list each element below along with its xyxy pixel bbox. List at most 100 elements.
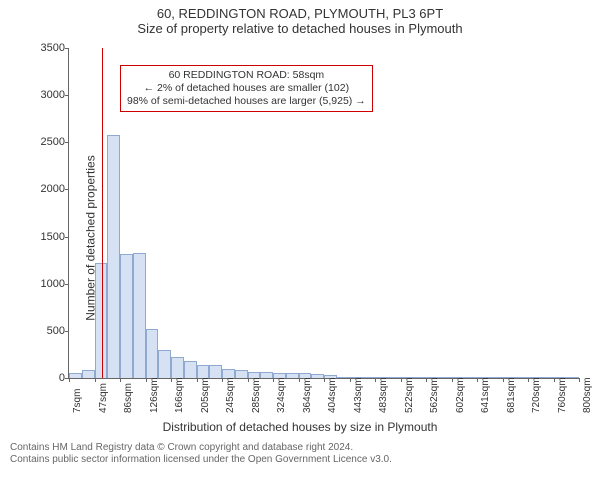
x-tick-mark — [375, 378, 376, 382]
histogram-bar — [69, 373, 82, 378]
x-tick-mark — [69, 378, 70, 382]
histogram-bar — [337, 377, 350, 378]
x-tick-mark — [146, 378, 147, 382]
y-tick-mark — [65, 237, 69, 238]
footer-attribution: Contains HM Land Registry data © Crown c… — [0, 438, 600, 466]
x-tick-mark — [120, 378, 121, 382]
annotation-line2: ← 2% of detached houses are smaller (102… — [127, 82, 366, 95]
histogram-bar — [439, 377, 452, 378]
x-tick-mark — [248, 378, 249, 382]
x-tick-mark — [579, 378, 580, 382]
histogram-bar — [235, 370, 248, 378]
x-tick-label: 443sqm — [353, 377, 364, 413]
x-tick-label: 483sqm — [378, 377, 389, 413]
histogram-bar — [324, 375, 337, 378]
y-tick-label: 1500 — [27, 231, 65, 243]
plot-area: 05001000150020002500300035007sqm47sqm86s… — [68, 48, 579, 379]
x-tick-label: 800sqm — [582, 377, 593, 413]
x-tick-label: 285sqm — [251, 377, 262, 413]
y-tick-mark — [65, 142, 69, 143]
y-tick-mark — [65, 331, 69, 332]
x-tick-mark — [273, 378, 274, 382]
histogram-bar — [95, 263, 108, 378]
page-title-line1: 60, REDDINGTON ROAD, PLYMOUTH, PL3 6PT — [0, 0, 600, 21]
x-tick-label: 602sqm — [455, 377, 466, 413]
histogram-bar — [541, 377, 554, 378]
histogram-bar — [158, 350, 171, 378]
histogram-bar — [375, 377, 388, 378]
annotation-box: 60 REDDINGTON ROAD: 58sqm← 2% of detache… — [120, 65, 373, 112]
x-tick-label: 522sqm — [404, 377, 415, 413]
x-tick-mark — [95, 378, 96, 382]
histogram-bar — [503, 377, 516, 378]
x-tick-label: 720sqm — [531, 377, 542, 413]
y-tick-mark — [65, 284, 69, 285]
histogram-bar — [388, 377, 401, 378]
annotation-line1: 60 REDDINGTON ROAD: 58sqm — [127, 69, 366, 82]
y-tick-mark — [65, 189, 69, 190]
histogram-bar — [120, 254, 133, 378]
x-tick-label: 681sqm — [506, 377, 517, 413]
y-tick-mark — [65, 48, 69, 49]
histogram-bar — [554, 377, 567, 378]
x-tick-mark — [324, 378, 325, 382]
x-tick-label: 7sqm — [72, 389, 83, 413]
y-tick-label: 3500 — [27, 42, 65, 54]
histogram-bar — [515, 377, 528, 378]
histogram-bar — [477, 377, 490, 378]
x-tick-label: 404sqm — [327, 377, 338, 413]
histogram-bar — [350, 377, 363, 378]
histogram-bar — [413, 377, 426, 378]
x-tick-label: 126sqm — [149, 377, 160, 413]
histogram-bar — [171, 357, 184, 378]
y-tick-mark — [65, 95, 69, 96]
y-tick-label: 0 — [27, 372, 65, 384]
histogram-bar — [197, 365, 210, 378]
histogram-bar — [528, 377, 541, 378]
histogram-bar — [133, 253, 146, 378]
histogram-bar — [107, 135, 120, 378]
histogram-bar — [401, 377, 414, 378]
histogram-bar — [311, 374, 324, 378]
y-tick-label: 1000 — [27, 278, 65, 290]
x-tick-label: 245sqm — [225, 377, 236, 413]
y-tick-label: 2500 — [27, 136, 65, 148]
footer-line1: Contains HM Land Registry data © Crown c… — [10, 442, 590, 454]
x-tick-mark — [401, 378, 402, 382]
histogram-bar — [248, 372, 261, 378]
annotation-line3: 98% of semi-detached houses are larger (… — [127, 95, 366, 108]
x-tick-mark — [452, 378, 453, 382]
histogram-bar — [464, 377, 477, 378]
footer-line2: Contains public sector information licen… — [10, 454, 590, 466]
x-tick-mark — [528, 378, 529, 382]
x-tick-mark — [197, 378, 198, 382]
property-marker-line — [102, 48, 103, 378]
x-tick-mark — [222, 378, 223, 382]
histogram-bar — [184, 361, 197, 378]
y-tick-label: 3000 — [27, 89, 65, 101]
x-tick-label: 86sqm — [123, 383, 134, 413]
histogram-bar — [490, 377, 503, 378]
x-tick-mark — [350, 378, 351, 382]
x-tick-mark — [426, 378, 427, 382]
histogram-bar — [222, 369, 235, 378]
histogram-bar — [260, 372, 273, 378]
histogram-bar — [452, 377, 465, 378]
x-tick-label: 324sqm — [276, 377, 287, 413]
histogram-bar — [146, 329, 159, 378]
x-tick-label: 760sqm — [557, 377, 568, 413]
histogram-bar — [426, 377, 439, 378]
histogram-bar — [273, 373, 286, 378]
x-tick-label: 47sqm — [98, 383, 109, 413]
page-title-line2: Size of property relative to detached ho… — [0, 21, 600, 38]
histogram-bar — [566, 377, 579, 378]
x-tick-mark — [554, 378, 555, 382]
chart-container: Number of detached properties 0500100015… — [10, 38, 590, 438]
histogram-bar — [362, 377, 375, 378]
x-tick-label: 641sqm — [480, 377, 491, 413]
x-tick-mark — [299, 378, 300, 382]
x-tick-label: 166sqm — [174, 377, 185, 413]
y-tick-label: 2000 — [27, 183, 65, 195]
x-tick-mark — [477, 378, 478, 382]
histogram-bar — [299, 373, 312, 378]
